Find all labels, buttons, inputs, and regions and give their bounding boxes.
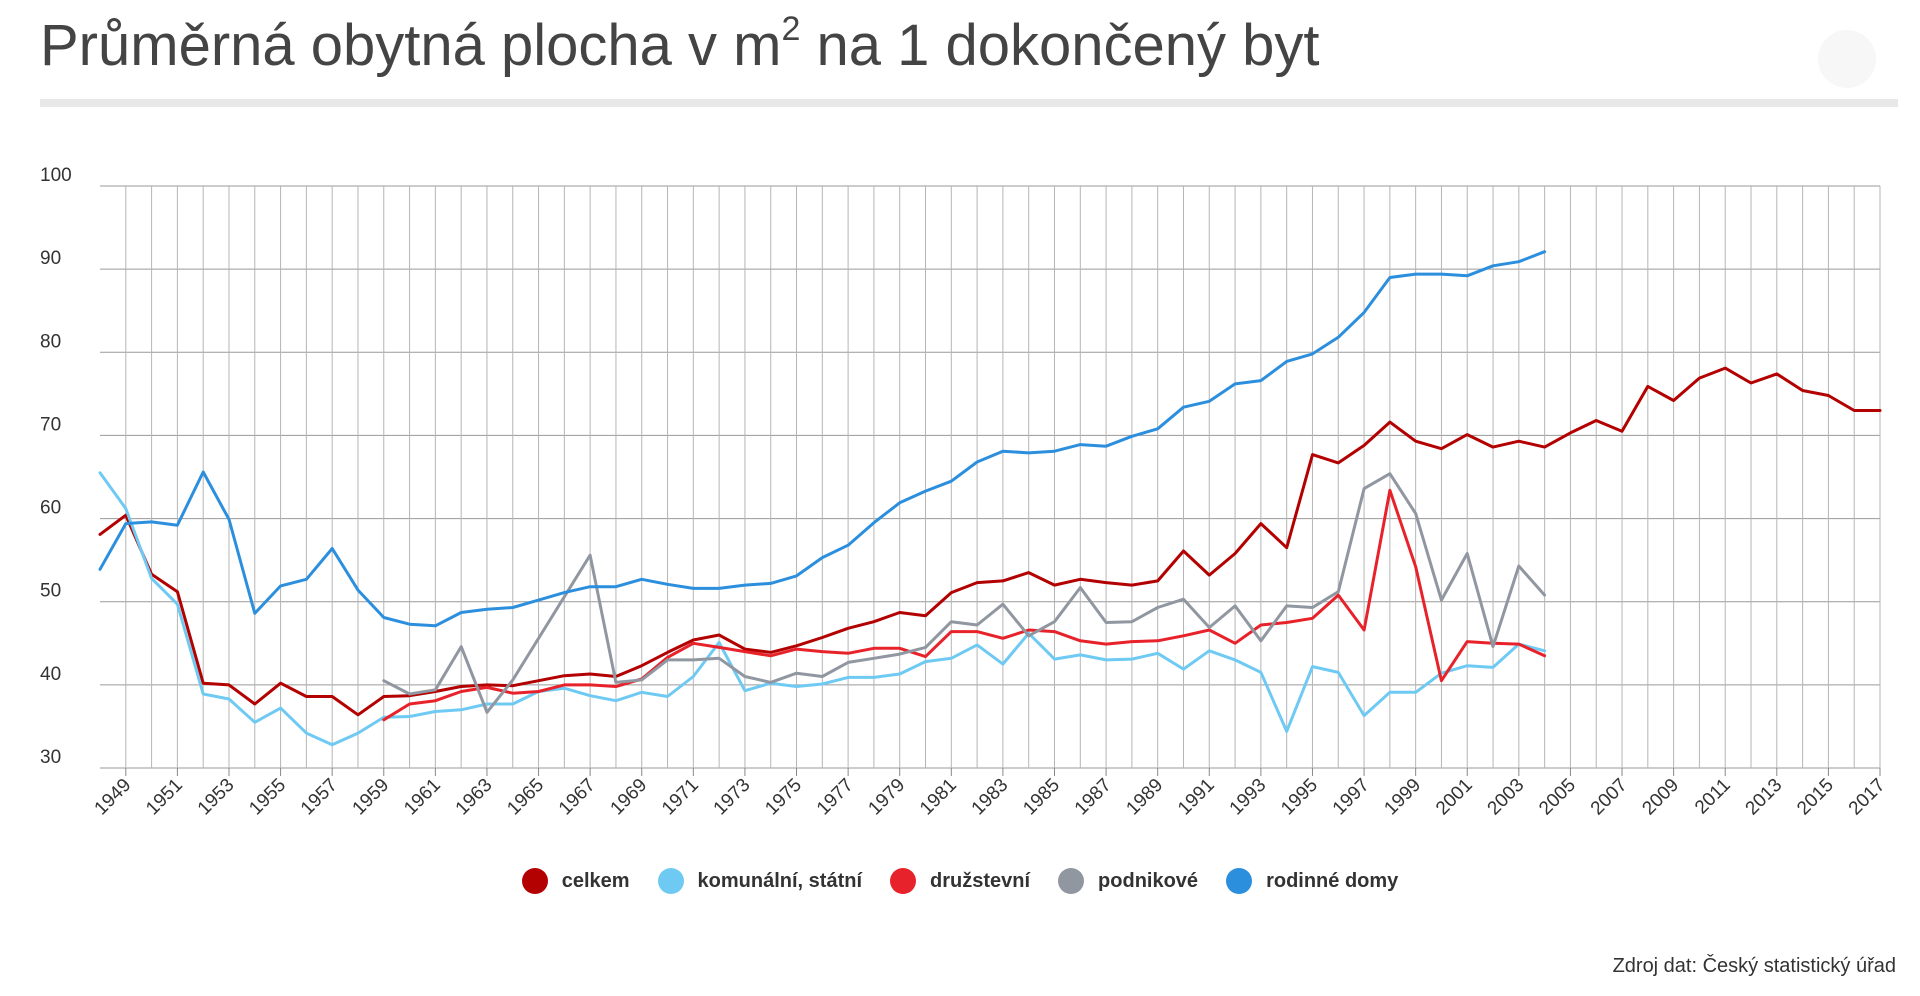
y-tick-label: 30 — [40, 747, 61, 768]
x-tick-label: 1973 — [710, 775, 755, 820]
legend-swatch-icon — [1058, 868, 1085, 894]
series-line-podnikov- — [382, 472, 1547, 714]
chart-series — [98, 250, 1882, 747]
legend-label: komunální, státní — [697, 869, 863, 892]
y-tick-label: 50 — [40, 581, 61, 602]
x-tick-label: 1955 — [245, 775, 290, 820]
x-tick-label: 2013 — [1742, 775, 1787, 820]
legend-swatch-icon — [890, 868, 917, 894]
x-tick-label: 1967 — [555, 775, 600, 820]
legend-label: družstevní — [930, 869, 1031, 892]
x-tick-label: 1983 — [968, 775, 1013, 820]
x-tick-label: 1981 — [916, 775, 961, 820]
series-line-celkem — [98, 366, 1882, 717]
y-tick-label: 90 — [40, 248, 61, 269]
x-tick-label: 1999 — [1380, 775, 1425, 820]
y-tick-label: 100 — [40, 165, 72, 186]
x-tick-label: 1977 — [813, 775, 858, 820]
chart-legend: celkem komunální, státní družstevní podniko… — [0, 868, 1920, 894]
x-tick-label: 2017 — [1845, 775, 1890, 820]
y-tick-label: 80 — [40, 331, 61, 352]
x-tick-label: 1957 — [297, 775, 342, 820]
legend-label: podnikové — [1098, 869, 1199, 892]
chart-grid — [100, 185, 1881, 769]
x-tick-label: 1985 — [1019, 775, 1064, 820]
x-tick-label: 1991 — [1174, 775, 1219, 820]
y-tick-label: 60 — [40, 498, 61, 519]
legend-item[interactable]: rodinné domy — [1226, 868, 1398, 894]
legend-swatch-icon — [521, 868, 548, 894]
x-tick-label: 2015 — [1793, 775, 1838, 820]
x-tick-label: 2011 — [1691, 775, 1735, 819]
x-tick-label: 1959 — [349, 775, 394, 820]
series-line-komun-ln-st-tn- — [98, 471, 1547, 747]
x-axis-ticks: 1949 1951 1953 1955 1957 1959 1961 1963 1965 1967… — [91, 768, 1890, 819]
data-source: Zdroj dat: Český statistický úřad — [1612, 955, 1896, 977]
corner-badge — [1818, 30, 1876, 88]
legend-item[interactable]: komunální, státní — [657, 868, 863, 894]
y-tick-label: 70 — [40, 414, 61, 435]
series-line-rodinn-domy — [98, 250, 1547, 628]
title-divider — [40, 99, 1898, 107]
legend-swatch-icon — [657, 868, 684, 894]
legend-item[interactable]: celkem — [521, 868, 630, 894]
chart-title: Průměrná obytná plocha v m2 na 1 dokonče… — [40, 10, 1320, 79]
series-line-dru-stevn- — [382, 488, 1547, 722]
x-tick-label: 1963 — [452, 775, 497, 820]
x-tick-label: 2003 — [1484, 775, 1529, 820]
x-tick-label: 1965 — [503, 775, 548, 820]
y-axis-ticks: 30 40 50 60 70 80 90 100 — [40, 165, 72, 768]
legend-label: rodinné domy — [1266, 869, 1399, 892]
x-tick-label: 1961 — [400, 775, 445, 820]
x-tick-label: 1995 — [1277, 775, 1322, 820]
x-tick-label: 1951 — [142, 775, 187, 820]
x-tick-label: 1997 — [1329, 775, 1374, 820]
x-tick-label: 1987 — [1071, 775, 1116, 820]
legend-label: celkem — [561, 869, 630, 892]
x-tick-label: 2007 — [1587, 775, 1632, 820]
legend-item[interactable]: podnikové — [1058, 868, 1198, 894]
x-tick-label: 1949 — [91, 775, 136, 820]
x-tick-label: 1993 — [1226, 775, 1271, 820]
x-tick-label: 2005 — [1535, 775, 1580, 820]
chart-title-rest: na 1 dokončený byt — [800, 13, 1320, 78]
x-tick-label: 2009 — [1638, 775, 1683, 820]
x-tick-label: 1953 — [194, 775, 239, 820]
chart-title-superscript: 2 — [781, 10, 801, 48]
x-tick-label: 1969 — [607, 775, 652, 820]
x-tick-label: 2001 — [1432, 775, 1477, 820]
y-tick-label: 40 — [40, 664, 61, 685]
chart-title-main: Průměrná obytná plocha v m — [40, 13, 782, 78]
x-tick-label: 1979 — [864, 775, 909, 820]
legend-swatch-icon — [1226, 868, 1253, 894]
legend-item[interactable]: družstevní — [890, 868, 1030, 894]
x-tick-label: 1971 — [658, 775, 703, 820]
x-tick-label: 1975 — [761, 775, 806, 820]
x-tick-label: 1989 — [1122, 775, 1167, 820]
